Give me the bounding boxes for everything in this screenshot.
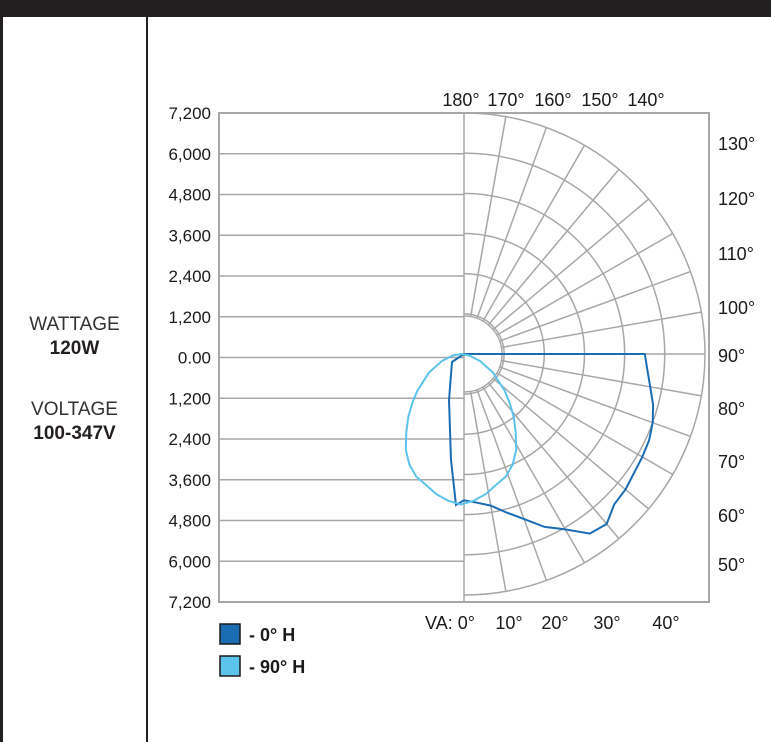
angle-label-bottom: 40° (652, 613, 679, 633)
radial-spoke (487, 168, 620, 326)
series-0h-curve (447, 353, 655, 535)
wattage-label: WATTAGE (29, 314, 120, 335)
angle-label-right: 80° (718, 399, 745, 419)
y-tick-label: 7,200 (168, 104, 211, 123)
radial-spoke (482, 386, 586, 564)
angle-label-bottom: 10° (495, 613, 522, 633)
y-tick-label: 4,800 (168, 186, 211, 205)
wattage-value: 120W (49, 338, 100, 359)
angle-label-right: 60° (718, 506, 745, 526)
angle-label-bottom: VA: 0° (425, 613, 475, 633)
y-tick-label: 1,200 (168, 308, 211, 327)
y-tick-label: 1,200 (168, 389, 211, 408)
legend-swatch (219, 655, 241, 677)
angle-label-top: 140° (627, 90, 664, 110)
radial-spoke (469, 116, 507, 317)
y-tick-label: 4,800 (168, 512, 211, 531)
radial-spoke (476, 389, 548, 581)
voltage-value: 100-347V (33, 423, 116, 444)
angle-label-right: 100° (718, 298, 755, 318)
angle-label-right: 130° (718, 134, 755, 154)
left-border (0, 17, 3, 742)
wattage-spec: WATTAGE 120W (3, 313, 146, 361)
radial-spoke (496, 232, 674, 336)
y-tick-label: 2,400 (168, 267, 211, 286)
radial-spoke (501, 359, 702, 397)
radial-spoke (487, 382, 620, 540)
angle-label-top: 160° (534, 90, 571, 110)
top-bar (0, 0, 771, 17)
y-tick-label: 6,000 (168, 552, 211, 571)
angle-label-right: 90° (718, 346, 745, 366)
voltage-label: VOLTAGE (31, 399, 118, 420)
angle-label-right: 110° (718, 244, 754, 264)
series-90h-curve (404, 352, 518, 506)
angle-label-top: 180° (442, 90, 479, 110)
angle-label-bottom: 20° (541, 613, 568, 633)
radial-spoke (482, 144, 586, 322)
y-tick-label: 2,400 (168, 430, 211, 449)
radial-spoke (492, 198, 650, 331)
angle-label-top: 170° (487, 90, 524, 110)
y-tick-label: 7,200 (168, 593, 211, 612)
angle-label-right: 50° (718, 555, 745, 575)
radial-spoke (476, 127, 548, 319)
y-tick-label: 3,600 (168, 471, 211, 490)
radial-spoke (499, 270, 691, 342)
angle-label-top: 150° (581, 90, 618, 110)
y-tick-label: 0.00 (178, 349, 211, 368)
legend-label: - 0° H (249, 625, 295, 645)
legend-label: - 90° H (249, 657, 305, 677)
angle-label-bottom: 30° (593, 613, 620, 633)
angle-label-right: 70° (718, 452, 745, 472)
voltage-spec: VOLTAGE 100-347V (3, 398, 146, 446)
radial-spoke (499, 366, 691, 438)
radial-spoke (496, 372, 674, 476)
y-tick-label: 6,000 (168, 145, 211, 164)
angle-label-right: 120° (718, 189, 755, 209)
legend-swatch (219, 623, 241, 645)
y-tick-label: 3,600 (168, 226, 211, 245)
radial-spoke (501, 311, 702, 349)
column-divider (146, 17, 148, 742)
radial-spoke (492, 377, 650, 510)
